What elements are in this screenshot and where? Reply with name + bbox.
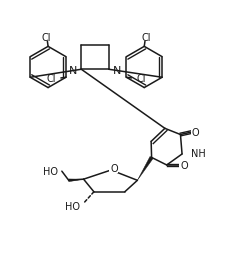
Text: O: O (110, 163, 118, 173)
Text: NH: NH (191, 148, 205, 158)
Text: N: N (69, 66, 77, 76)
Text: Cl: Cl (142, 33, 151, 43)
Text: Cl: Cl (47, 74, 56, 84)
Text: N: N (113, 66, 121, 76)
Text: Cl: Cl (136, 74, 146, 84)
Text: HO: HO (43, 167, 58, 177)
Polygon shape (69, 179, 84, 182)
Polygon shape (137, 157, 153, 181)
Text: HO: HO (65, 201, 80, 211)
Text: O: O (180, 160, 188, 170)
Text: O: O (191, 128, 199, 138)
Text: Cl: Cl (41, 33, 51, 43)
